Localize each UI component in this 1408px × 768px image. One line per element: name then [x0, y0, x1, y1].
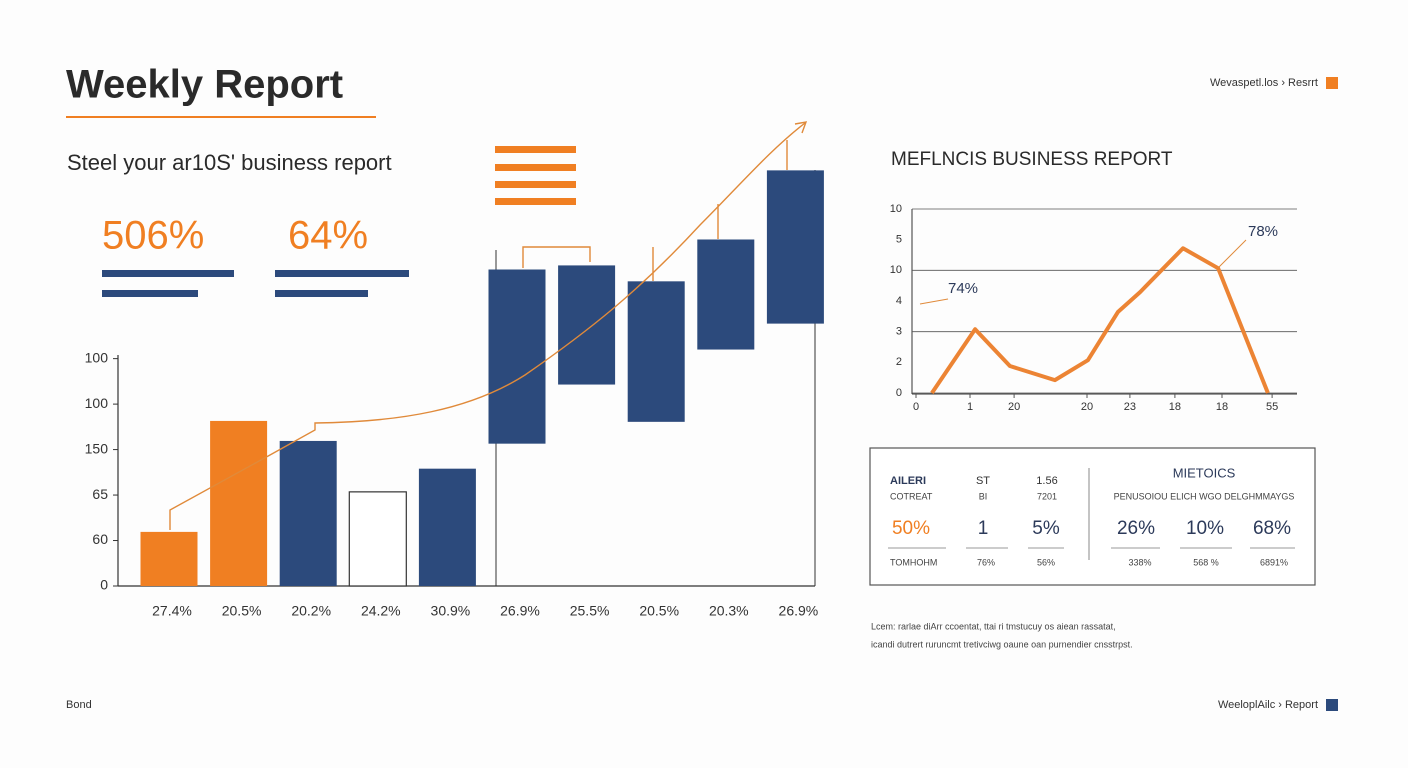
- annotation-leader: [1217, 239, 1247, 269]
- footer-left: Bond: [66, 699, 92, 711]
- metric-footer: 6891%: [1260, 557, 1288, 567]
- metric-subheader: PENUSOIOU ELICH WGO DELGHMMAYGS: [1114, 491, 1295, 501]
- metric-footer: 568 %: [1193, 557, 1219, 567]
- annotation-leader: [919, 298, 949, 305]
- bar: [210, 420, 268, 586]
- x-tick-label: 0: [913, 401, 919, 413]
- y-tick-label: 10: [890, 203, 902, 215]
- x-tick-label: 18: [1216, 401, 1228, 413]
- x-tick-label: 20: [1008, 401, 1020, 413]
- x-tick-label: 20: [1081, 401, 1093, 413]
- metric-footer: 56%: [1037, 557, 1055, 567]
- x-tick-label: 55: [1266, 401, 1278, 413]
- metric-header: ST: [976, 475, 990, 487]
- y-tick-label: 2: [896, 356, 902, 368]
- kpi-bar: [102, 290, 198, 297]
- kpi-bar: [102, 270, 234, 277]
- bar: [279, 440, 337, 586]
- kpi-value: 506%: [102, 214, 204, 258]
- subtitle: Steel your ar10S' business report: [67, 150, 392, 175]
- x-tick-label: 20.3%: [709, 603, 749, 619]
- data-line: [930, 246, 1270, 395]
- trend-line: [169, 121, 808, 530]
- y-tick-label: 10: [890, 264, 902, 276]
- note: icandi dutrert ruruncmt tretivciwg oaune…: [871, 639, 1133, 649]
- y-tick-label: 0: [896, 387, 902, 399]
- metric-value: 68%: [1253, 518, 1291, 539]
- kpi-value: 64%: [288, 214, 368, 258]
- metric-value: 50%: [892, 518, 930, 539]
- x-tick-label: 18: [1169, 401, 1181, 413]
- metric-footer: TOMHOHM: [890, 557, 937, 567]
- metric-footer: 338%: [1128, 557, 1151, 567]
- metric-subheader: 7201: [1037, 491, 1057, 501]
- footer-right[interactable]: WeeloplAilc › Report: [1218, 699, 1318, 711]
- y-tick-label: 60: [92, 531, 108, 547]
- y-tick-label: 100: [85, 349, 109, 365]
- metric-value: 5%: [1032, 518, 1060, 539]
- chart-title: MEFLNCIS BUSINESS REPORT: [891, 149, 1173, 170]
- y-tick-label: 65: [92, 486, 108, 502]
- x-tick-label: 30.9%: [431, 603, 471, 619]
- metrics-box: [869, 447, 1316, 586]
- x-tick-label: 27.4%: [152, 603, 192, 619]
- x-tick-label: 20.5%: [222, 603, 262, 619]
- page-title: Weekly Report: [66, 63, 343, 107]
- x-tick-label: 20.5%: [639, 603, 679, 619]
- y-tick-label: 5: [896, 234, 902, 246]
- breadcrumb-icon: [1326, 77, 1338, 89]
- annotation: 74%: [948, 280, 978, 297]
- x-tick-label: 26.9%: [500, 603, 540, 619]
- bar: [766, 170, 824, 324]
- annotation: 78%: [1248, 223, 1278, 240]
- x-tick-label: 23: [1124, 401, 1136, 413]
- breadcrumb[interactable]: Wevaspetl.los › Resrrt: [1210, 77, 1318, 89]
- bar: [488, 269, 546, 444]
- note: Lcem: rarlae diArr ccoentat, ttai ri tms…: [871, 621, 1116, 631]
- metric-value: 10%: [1186, 518, 1224, 539]
- bar: [348, 491, 407, 587]
- y-tick-label: 150: [85, 440, 109, 456]
- x-tick-label: 1: [967, 401, 973, 413]
- metric-header: 1.56: [1036, 475, 1057, 487]
- bar: [697, 239, 755, 350]
- y-tick-label: 0: [100, 577, 108, 593]
- metric-subheader: COTREAT: [890, 491, 933, 501]
- metric-header: AILERI: [890, 475, 926, 487]
- metric-value: 26%: [1117, 518, 1155, 539]
- y-tick-label: 4: [896, 295, 902, 307]
- x-tick-label: 20.2%: [291, 603, 331, 619]
- bar: [627, 281, 685, 422]
- y-tick-label: 100: [85, 395, 109, 411]
- bar: [558, 265, 616, 385]
- metric-value: 1: [978, 518, 989, 539]
- kpi-bar: [275, 270, 409, 277]
- metric-footer: 76%: [977, 557, 995, 567]
- x-tick-label: 25.5%: [570, 603, 610, 619]
- metric-title: MIETOICS: [1173, 465, 1236, 480]
- kpi-bar: [275, 290, 368, 297]
- x-tick-label: 26.9%: [779, 603, 819, 619]
- bar: [140, 531, 198, 586]
- metric-subheader: BI: [979, 491, 988, 501]
- y-tick-label: 3: [896, 326, 902, 338]
- x-tick-label: 24.2%: [361, 603, 401, 619]
- bar: [418, 468, 476, 586]
- stripe-icon: [495, 146, 576, 205]
- bar-chart: 0 60 65 150 100 100 27.4% 20.5% 20.2% 24.2% 30.9% 2…: [85, 170, 824, 619]
- footer-icon: [1326, 699, 1338, 711]
